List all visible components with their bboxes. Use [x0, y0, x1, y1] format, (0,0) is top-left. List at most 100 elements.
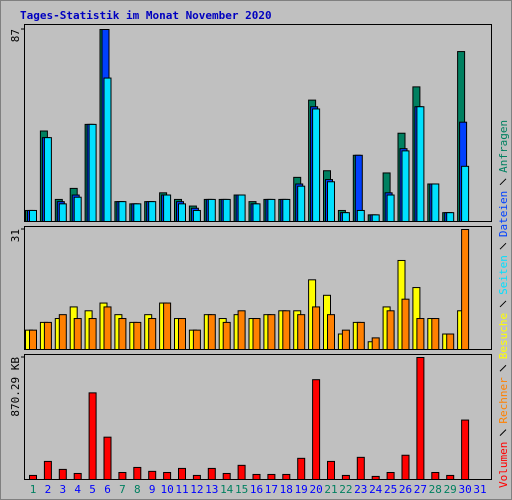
bar	[163, 302, 172, 351]
bar	[192, 209, 201, 222]
legend-label: Volumen	[497, 442, 510, 488]
bar	[297, 185, 306, 222]
legend-label: Rechner	[497, 377, 510, 424]
bar	[58, 468, 67, 480]
bar	[356, 321, 365, 351]
bar	[327, 460, 335, 481]
bar	[431, 183, 440, 222]
bar	[163, 194, 172, 223]
bar	[356, 456, 365, 481]
bar	[88, 123, 97, 222]
legend-label: Besuche	[497, 313, 510, 359]
bar	[386, 194, 395, 223]
bar	[133, 203, 142, 223]
x-tick-label: 17	[265, 483, 278, 496]
legend-separator	[499, 364, 507, 372]
x-tick-label: 14	[220, 483, 234, 496]
chart-title: Tages-Statistik im Monat November 2020	[20, 9, 272, 22]
bar	[252, 318, 261, 350]
bar	[341, 329, 350, 351]
bar	[312, 108, 321, 222]
bar	[163, 471, 172, 481]
bar	[103, 77, 112, 222]
x-tick-label: 3	[59, 483, 66, 496]
bar	[327, 314, 335, 350]
bar	[401, 454, 410, 481]
bar	[222, 198, 231, 222]
bar	[207, 198, 216, 222]
x-tick-label: 25	[384, 483, 397, 496]
x-tick-label: 24	[369, 483, 383, 496]
bar	[103, 436, 112, 480]
bar	[148, 201, 157, 222]
bar	[43, 460, 52, 481]
bar	[29, 209, 37, 222]
bar	[401, 298, 410, 351]
x-tick-label: 19	[295, 483, 308, 496]
x-tick-label: 31	[473, 483, 486, 496]
bar	[118, 471, 127, 481]
bar	[88, 318, 97, 350]
bar	[461, 165, 470, 223]
x-tick-label: 13	[205, 483, 218, 496]
bar	[282, 473, 291, 480]
bar	[237, 464, 246, 480]
bar	[178, 203, 186, 223]
bar	[297, 457, 306, 480]
bar	[178, 467, 186, 481]
bar	[237, 194, 246, 223]
bar	[29, 474, 37, 481]
bar	[386, 310, 395, 350]
x-tick-label: 28	[429, 483, 442, 496]
bar	[207, 314, 216, 350]
bar	[401, 150, 410, 222]
x-tick-label: 7	[119, 483, 126, 496]
bar	[133, 466, 142, 480]
legend-label: Seiten	[497, 255, 510, 295]
x-tick-label: 6	[104, 483, 111, 496]
bar	[178, 318, 186, 350]
bar	[222, 472, 231, 481]
bar	[58, 314, 67, 350]
bar	[118, 201, 127, 222]
x-tick-label: 21	[324, 483, 337, 496]
bar	[282, 198, 291, 222]
bar	[282, 310, 291, 350]
bar	[73, 472, 82, 481]
x-tick-label: 15	[235, 483, 248, 496]
bar	[297, 314, 306, 350]
legend-separator	[499, 429, 507, 436]
legend-label: Dateien	[497, 191, 510, 237]
y-tick-label: 870.29 KB	[9, 357, 22, 417]
bar	[431, 471, 440, 481]
x-tick-label: 4	[74, 483, 81, 496]
x-tick-label: 26	[399, 483, 412, 496]
bar	[461, 229, 470, 350]
bar	[446, 474, 455, 481]
bar	[371, 214, 380, 222]
bar	[327, 181, 335, 222]
bar	[386, 471, 395, 481]
bar	[29, 329, 37, 351]
bar	[252, 203, 261, 223]
x-tick-label: 2	[45, 483, 52, 496]
x-tick-label: 20	[309, 483, 322, 496]
x-tick-label: 27	[414, 483, 427, 496]
panel-frame	[24, 354, 492, 480]
bar	[371, 475, 380, 481]
bar	[148, 318, 157, 350]
x-tick-label: 22	[339, 483, 352, 496]
bar	[73, 318, 82, 350]
legend-separator	[499, 242, 507, 250]
bar	[431, 318, 440, 350]
bar	[341, 474, 350, 481]
bar	[416, 357, 425, 480]
bar	[43, 137, 52, 222]
x-tick-label: 1	[30, 483, 37, 496]
bar	[371, 337, 380, 350]
x-tick-label: 5	[89, 483, 96, 496]
bar	[356, 209, 365, 222]
bar	[312, 379, 321, 481]
bar	[461, 419, 470, 481]
